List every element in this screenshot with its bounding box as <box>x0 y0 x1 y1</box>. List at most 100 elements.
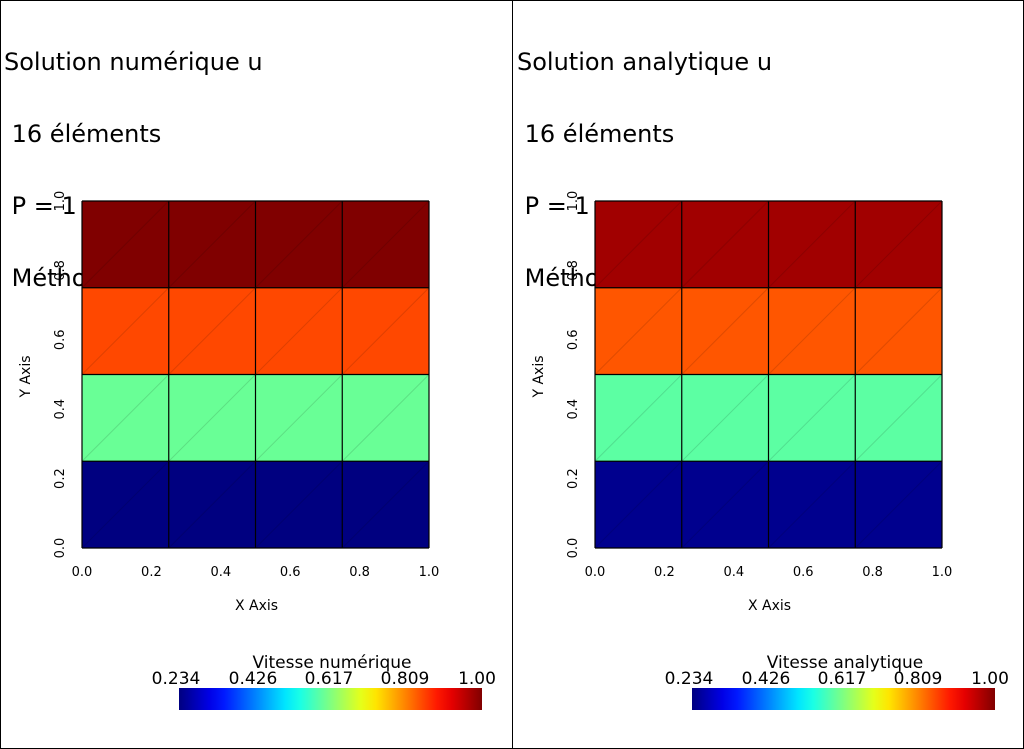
colorbar-title: Vitesse analytique <box>767 653 924 673</box>
y-axis-label: Y Axis <box>18 355 34 398</box>
mesh-diagonal <box>341 460 430 549</box>
heatmap-cell <box>342 374 429 462</box>
y-tick-label: 0.8 <box>566 260 581 281</box>
title-line: P = 1 <box>517 192 590 220</box>
heatmap-cell <box>595 374 682 462</box>
x-axis-label: X Axis <box>235 598 278 614</box>
x-tick-label: 0.8 <box>349 565 370 580</box>
y-tick-label: 0.0 <box>566 538 581 559</box>
mesh-diagonal <box>168 460 256 549</box>
x-tick-label: 0.2 <box>141 565 162 580</box>
panel-analytical: Solution analytique u 16 éléments P = 1 … <box>512 0 1024 749</box>
mesh-diagonal <box>255 460 343 549</box>
mesh-diagonal <box>854 460 943 549</box>
heatmap-cell <box>82 461 169 548</box>
mesh-diagonal <box>681 200 769 289</box>
x-tick-label: 0.2 <box>654 565 675 580</box>
mesh-diagonal <box>255 287 343 375</box>
mesh-diagonal <box>168 200 256 289</box>
heatmap-cell <box>768 201 856 288</box>
colorbar-tick-label: 0.809 <box>381 669 430 689</box>
mesh-diagonal <box>594 374 683 462</box>
heatmap-cell <box>681 287 769 375</box>
x-tick-label: 0.6 <box>793 565 814 580</box>
panel-numerical: Solution numérique u 16 éléments P = 1 M… <box>0 0 511 749</box>
x-tick-label: 0.6 <box>280 565 301 580</box>
title-line: 16 éléments <box>4 120 162 148</box>
colorbar <box>179 688 482 710</box>
mesh-diagonal <box>255 374 343 462</box>
colorbar-tick-label: 1.00 <box>971 669 1009 689</box>
x-tick-label: 0.0 <box>585 565 606 580</box>
y-tick-label: 1.0 <box>53 191 68 212</box>
heatmap-cell <box>595 461 682 548</box>
mesh-diagonal <box>854 200 943 289</box>
mesh-diagonal <box>768 200 856 289</box>
colorbar-tick-label: 0.426 <box>742 669 791 689</box>
mesh-diagonal <box>681 287 769 375</box>
title-line: P = 1 <box>4 192 77 220</box>
mesh-diagonal <box>594 200 683 289</box>
y-tick-label: 0.4 <box>566 399 581 420</box>
mesh-diagonal <box>681 374 769 462</box>
heatmap-cell <box>595 201 682 288</box>
colorbar-tick-label: 0.809 <box>894 669 943 689</box>
heatmap-cell <box>342 201 429 288</box>
heatmap-cell <box>855 201 942 288</box>
chart-numerical: 0.0 0.2 0.4 0.6 0.8 1.0 0.0 0.2 0.4 0.6 0.8 1.0 X Ax… <box>18 191 496 710</box>
mesh-diagonal <box>768 374 856 462</box>
mesh-diagonal <box>681 460 769 549</box>
heatmap-cell <box>855 287 942 375</box>
heatmap-cell <box>768 374 856 462</box>
heatmap-cell <box>595 287 682 375</box>
mesh-diagonal <box>81 200 170 289</box>
colorbar <box>692 688 995 710</box>
mesh-diagonal <box>768 460 856 549</box>
colorbar-title: Vitesse numérique <box>253 653 412 673</box>
mesh-diagonal <box>341 287 430 375</box>
x-tick-label: 0.8 <box>862 565 883 580</box>
x-tick-label: 1.0 <box>419 565 440 580</box>
heatmap-cell <box>168 461 256 548</box>
heatmap-cell <box>255 287 343 375</box>
title-line: Solution numérique u <box>4 48 263 76</box>
x-axis-label: X Axis <box>748 598 791 614</box>
y-tick-label: 0.6 <box>53 329 68 350</box>
colorbar-tick-label: 0.234 <box>152 669 201 689</box>
heatmap-cell <box>342 287 429 375</box>
mesh-diagonal <box>854 287 943 375</box>
colorbar-tick-label: 0.426 <box>229 669 278 689</box>
mesh-diagonal <box>594 460 683 549</box>
mesh-diagonal <box>168 287 256 375</box>
mesh-diagonal <box>168 374 256 462</box>
heatmap-cell <box>681 374 769 462</box>
mesh-diagonal <box>341 374 430 462</box>
heatmap-cell <box>768 461 856 548</box>
heatmap-cell <box>255 374 343 462</box>
colorbar-tick-label: 0.617 <box>818 669 867 689</box>
heatmap-cell <box>82 374 169 462</box>
heatmap-cell <box>168 201 256 288</box>
y-tick-label: 0.2 <box>53 468 68 489</box>
title-line: 16 éléments <box>517 120 675 148</box>
x-tick-label: 1.0 <box>932 565 953 580</box>
heatmap-cell <box>168 287 256 375</box>
mesh-diagonal <box>341 200 430 289</box>
y-tick-label: 0.2 <box>566 468 581 489</box>
colorbar-tick-label: 0.617 <box>305 669 354 689</box>
chart-analytical: 0.0 0.2 0.4 0.6 0.8 1.0 0.0 0.2 0.4 0.6 0.8 1.0 X Ax… <box>531 191 1009 710</box>
heatmap-cell <box>82 287 169 375</box>
heatmap-cell <box>855 461 942 548</box>
x-tick-label: 0.0 <box>72 565 93 580</box>
heatmap-cell <box>255 461 343 548</box>
mesh-diagonal <box>594 287 683 375</box>
colorbar-tick-label: 0.234 <box>665 669 714 689</box>
mesh-diagonal <box>768 287 856 375</box>
y-axis-label: Y Axis <box>531 355 547 398</box>
y-tick-label: 0.0 <box>53 538 68 559</box>
heatmap-cell <box>168 374 256 462</box>
colorbar-tick-label: 1.00 <box>458 669 496 689</box>
heatmap-cell <box>855 374 942 462</box>
y-tick-label: 0.4 <box>53 399 68 420</box>
mesh-diagonal <box>854 374 943 462</box>
